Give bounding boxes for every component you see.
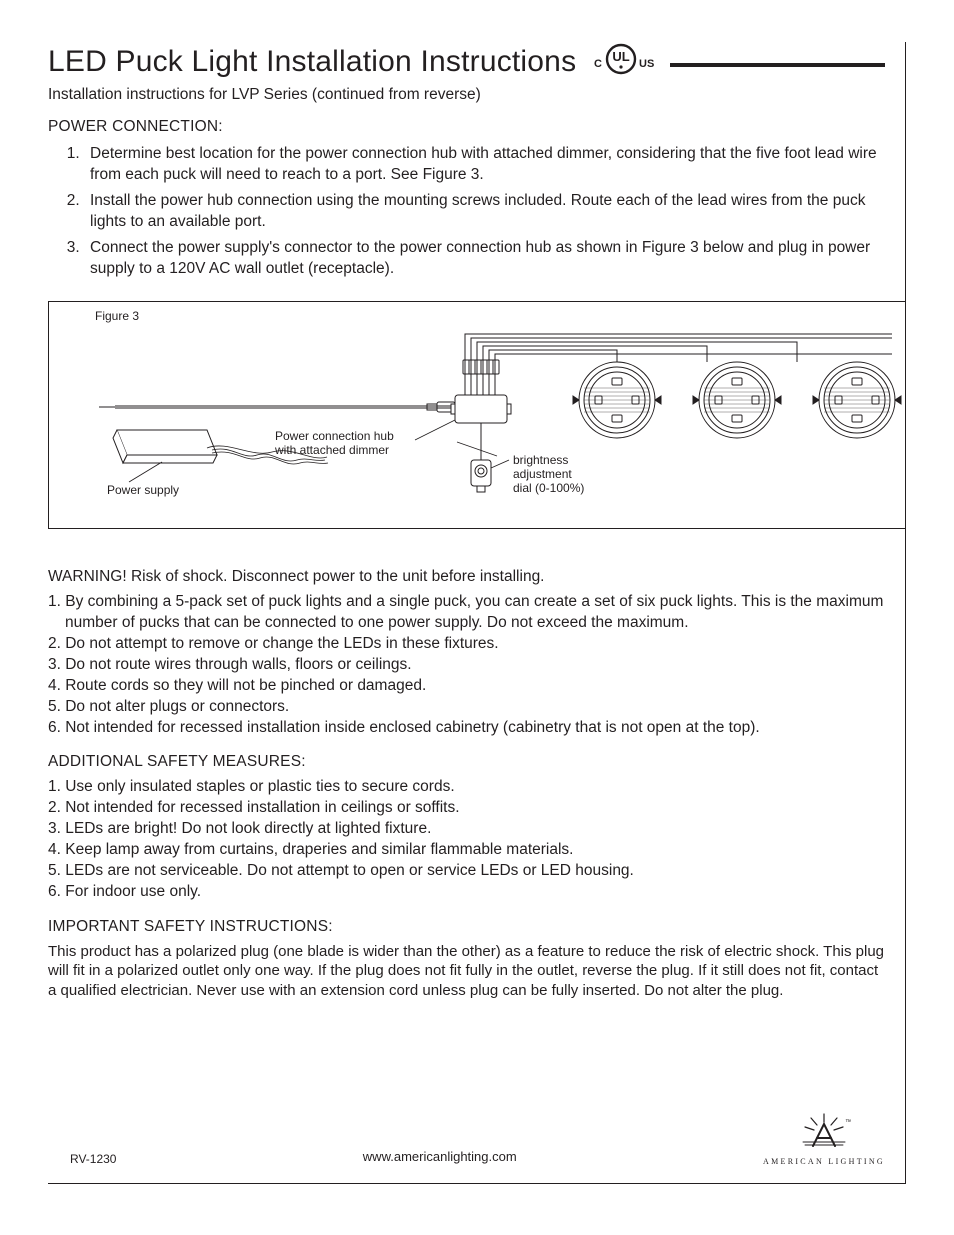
power-supply-label: Power supply <box>107 483 179 497</box>
ul-right: US <box>639 58 654 70</box>
additional-safety-list: 1. Use only insulated staples or plastic… <box>48 777 885 903</box>
hub-label-1: Power connection hub <box>275 429 394 443</box>
doc-code: RV-1230 <box>48 1151 116 1167</box>
ul-inner: UL <box>613 49 630 64</box>
svg-text:™: ™ <box>845 1119 851 1126</box>
safety-item: 1. Use only insulated staples or plastic… <box>48 777 885 798</box>
footer: RV-1230 www.americanlighting.com <box>48 1110 885 1167</box>
title-row: LED Puck Light Installation Instructions… <box>48 42 885 83</box>
power-item: Determine best location for the power co… <box>84 144 885 185</box>
subtitle: Installation instructions for LVP Series… <box>48 85 885 106</box>
power-connection-heading: POWER CONNECTION: <box>48 117 885 138</box>
important-safety-body: This product has a polarized plug (one b… <box>48 942 885 1001</box>
figure-label: Figure 3 <box>95 308 139 324</box>
warning-item: 3. Do not route wires through walls, flo… <box>48 655 885 676</box>
warning-item: 2. Do not attempt to remove or change th… <box>48 634 885 655</box>
footer-url: www.americanlighting.com <box>116 1148 763 1168</box>
title-rule <box>670 63 885 67</box>
page-title: LED Puck Light Installation Instructions <box>48 42 576 83</box>
power-item: Install the power hub connection using t… <box>84 191 885 232</box>
safety-item: 4. Keep lamp away from curtains, draperi… <box>48 840 885 861</box>
warning-item: 4. Route cords so they will not be pinch… <box>48 676 885 697</box>
ul-left: C <box>594 58 602 70</box>
safety-item: 3. LEDs are bright! Do not look directly… <box>48 819 885 840</box>
brand-logo-icon: ™ <box>797 1110 851 1154</box>
warning-section: WARNING! Risk of shock. Disconnect power… <box>48 567 885 738</box>
power-item: Connect the power supply's connector to … <box>84 238 885 279</box>
figure-svg: Power supply <box>49 310 905 520</box>
power-connection-list: Determine best location for the power co… <box>48 144 885 279</box>
dial-label-2: adjustment <box>513 467 572 481</box>
warning-item: 6. Not intended for recessed installatio… <box>48 718 885 739</box>
safety-item: 6. For indoor use only. <box>48 882 885 903</box>
additional-safety-heading: ADDITIONAL SAFETY MEASURES: <box>48 752 885 773</box>
hub-label-2: with attached dimmer <box>274 443 389 457</box>
warning-list: 1. By combining a 5-pack set of puck lig… <box>48 592 885 738</box>
warning-item: 5. Do not alter plugs or connectors. <box>48 697 885 718</box>
dial-label-1: brightness <box>513 453 568 467</box>
ul-mark-icon: C UL US <box>590 43 656 81</box>
warning-heading: WARNING! Risk of shock. Disconnect power… <box>48 567 885 588</box>
figure-3: Figure 3 <box>48 301 905 529</box>
safety-item: 2. Not intended for recessed installatio… <box>48 798 885 819</box>
page-frame: LED Puck Light Installation Instructions… <box>48 42 906 1184</box>
important-safety-heading: IMPORTANT SAFETY INSTRUCTIONS: <box>48 917 885 938</box>
safety-item: 5. LEDs are not serviceable. Do not atte… <box>48 861 885 882</box>
warning-item: 1. By combining a 5-pack set of puck lig… <box>48 592 885 634</box>
dial-label-3: dial (0-100%) <box>513 481 584 495</box>
brand-block: ™ AMERICAN LIGHTING <box>763 1110 885 1167</box>
brand-name: AMERICAN LIGHTING <box>763 1157 885 1168</box>
